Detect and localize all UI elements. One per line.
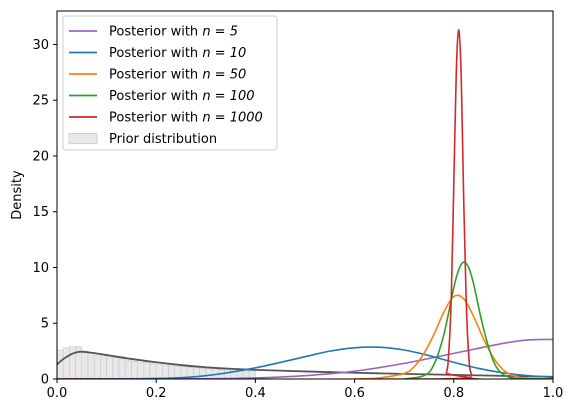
legend-frame	[62, 15, 278, 151]
x-tick-label: 0.4	[245, 386, 266, 401]
prior-histogram-bar	[106, 356, 114, 379]
x-tick-label: 0.0	[47, 386, 68, 401]
series-line-3	[354, 294, 553, 379]
legend-label: Posterior with n = 1000	[109, 111, 263, 126]
legend-label-prior: Prior distribution	[109, 132, 217, 147]
legend-swatch-prior	[68, 133, 98, 144]
x-axis: 0.0 0.2 0.4 0.6 0.8 1.0	[47, 379, 564, 401]
prior-histogram-bar	[168, 365, 176, 379]
prior-histogram-bar	[149, 363, 157, 379]
x-tick-label: 0.6	[344, 386, 365, 401]
y-tick-label: 10	[32, 261, 49, 276]
prior-distribution-layer	[57, 346, 553, 379]
prior-histogram-bar	[131, 360, 138, 379]
prior-histogram-bar	[155, 364, 163, 379]
prior-histogram-bar	[100, 354, 107, 379]
y-tick-label: 15	[32, 205, 49, 220]
prior-histogram-bar	[69, 346, 76, 379]
prior-histogram-bar	[124, 359, 132, 379]
series-line-4	[404, 261, 553, 379]
y-axis-label: Density	[10, 170, 25, 220]
prior-histogram-bar	[137, 361, 145, 379]
prior-histogram-bar	[248, 370, 256, 379]
legend-label: Posterior with n = 5	[109, 25, 238, 40]
prior-histogram-bar	[199, 368, 207, 379]
prior-histogram-bar	[224, 369, 231, 379]
plot-frame	[56, 10, 554, 380]
prior-histogram-bar	[87, 353, 95, 379]
series-line-5	[57, 29, 553, 379]
x-tick-label: 0.2	[146, 386, 167, 401]
y-tick-label: 25	[32, 94, 49, 109]
prior-histogram-bar	[62, 347, 70, 379]
series-line-2	[57, 346, 553, 379]
legend: Posterior with n = 5 Posterior with n = 1…	[62, 15, 278, 151]
legend-label: Posterior with n = 100	[109, 89, 255, 104]
y-tick-label: 5	[41, 317, 49, 332]
prior-histogram-bar	[81, 350, 89, 379]
prior-histogram-bar	[118, 358, 126, 379]
x-tick-label: 1.0	[543, 386, 564, 401]
prior-histogram-bar	[162, 364, 169, 379]
prior-histogram-bar	[93, 355, 101, 379]
y-tick-label: 20	[32, 149, 49, 164]
x-tick-label: 0.8	[443, 386, 464, 401]
posterior-series-layer	[57, 29, 553, 379]
y-axis: 0 5 10 15 20 25 30	[32, 38, 57, 388]
y-tick-label: 0	[41, 373, 49, 388]
prior-histogram-bar	[205, 368, 213, 379]
prior-histogram-bar	[112, 357, 120, 379]
legend-label: Posterior with n = 10	[109, 46, 246, 61]
prior-histogram-bar	[143, 361, 151, 379]
y-tick-label: 30	[32, 38, 49, 53]
legend-label: Posterior with n = 50	[109, 68, 246, 83]
